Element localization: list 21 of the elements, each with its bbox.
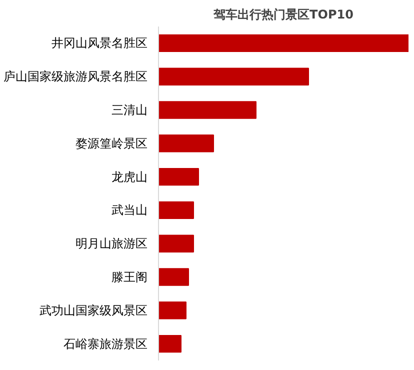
bar (158, 134, 214, 152)
bar (158, 68, 309, 86)
y-tick-label: 庐山国家级旅游风景名胜区 (4, 70, 148, 84)
y-tick-label: 婺源篁岭景区 (76, 136, 148, 150)
y-tick-label: 武当山 (112, 203, 148, 218)
chart-title: 驾车出行热门景区TOP10 (212, 8, 354, 22)
y-tick-label: 明月山旅游区 (76, 236, 148, 251)
bar (158, 302, 186, 320)
bar (158, 168, 199, 186)
y-tick-label: 三清山 (112, 103, 148, 117)
bar (158, 201, 194, 220)
y-tick-label: 滕王阁 (112, 270, 148, 284)
bar (158, 34, 408, 52)
y-tick-label: 井冈山风景名胜区 (52, 36, 148, 50)
bar (158, 234, 194, 252)
bar (158, 334, 182, 353)
y-tick-label: 龙虎山 (112, 170, 148, 184)
y-tick-label: 武功山国家级风景区 (40, 303, 148, 318)
bar (158, 101, 256, 119)
bar (158, 268, 189, 286)
y-tick-label: 石峪寨旅游景区 (64, 336, 148, 351)
